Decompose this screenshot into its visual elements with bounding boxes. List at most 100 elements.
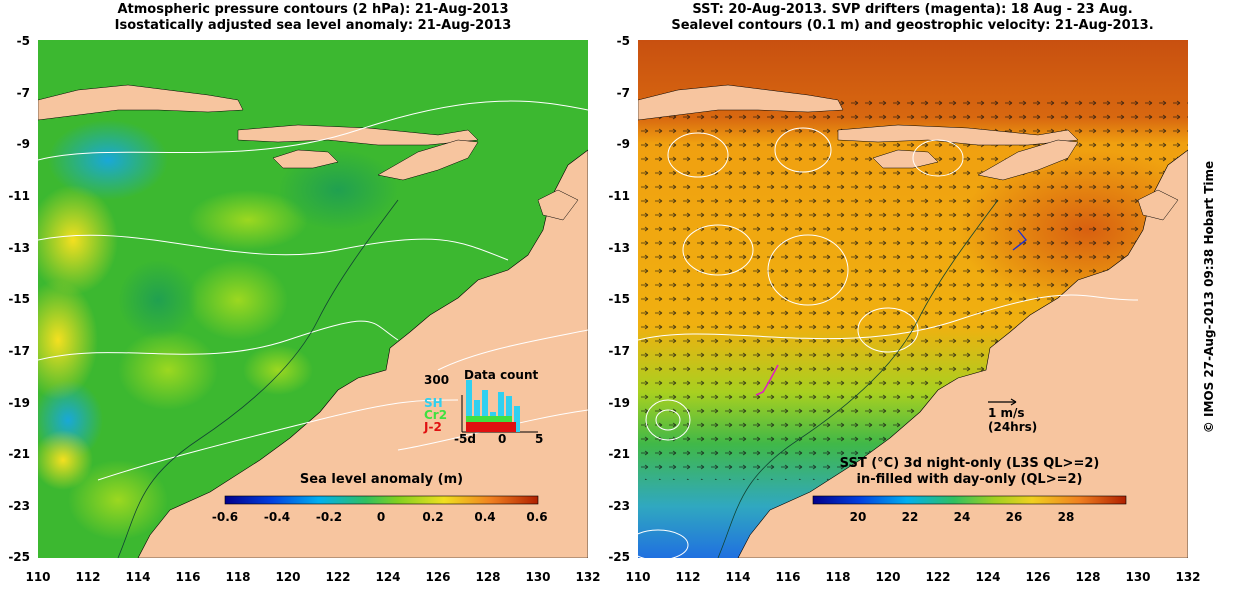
sla-high-blob — [188, 260, 288, 340]
x-tick: 114 — [725, 570, 751, 584]
x-tick: 132 — [575, 570, 601, 584]
x-tick: 132 — [1175, 570, 1201, 584]
left-title-line2: Isostatically adjusted sea level anomaly… — [114, 18, 512, 33]
count-bar — [514, 406, 520, 432]
y-tick: -19 — [608, 396, 630, 410]
count-bar — [498, 392, 504, 432]
svp-drifter-track — [755, 364, 779, 396]
sealevel-contour — [645, 399, 691, 441]
sla-map-svg — [38, 40, 588, 558]
australia-land — [737, 149, 1188, 558]
x-tick: 116 — [175, 570, 201, 584]
shelf-contour — [117, 199, 399, 558]
sla-high-blob — [38, 185, 118, 295]
sla-high-blob — [68, 460, 168, 540]
sla-colorbar-tick: 0 — [376, 510, 386, 524]
sealevel-contour — [774, 127, 832, 173]
x-tick: 124 — [375, 570, 401, 584]
pressure-contour — [38, 100, 588, 161]
x-tick: 112 — [75, 570, 101, 584]
australia-land — [137, 149, 588, 558]
data-count-sat-sh: SH — [424, 396, 443, 410]
sst-colorbar-title-line1: SST (°C) 3d night-only (L3S QL>=2) — [839, 456, 1100, 471]
data-count-xtick: -5d — [454, 432, 476, 446]
sst-map: 1 m/s (24hrs) SST (°C) 3d night-only (L3… — [638, 40, 1188, 558]
count-bar — [482, 390, 488, 432]
sealevel-contour — [655, 409, 681, 431]
sst-colorbar-tick: 26 — [1005, 510, 1023, 524]
y-tick: -17 — [608, 344, 630, 358]
timor-island — [977, 139, 1079, 181]
pressure-contour — [97, 399, 459, 481]
y-tick: -15 — [608, 292, 630, 306]
y-tick: -21 — [608, 447, 630, 461]
y-tick: -11 — [8, 189, 30, 203]
y-tick: -15 — [8, 292, 30, 306]
sla-high-blob — [38, 280, 98, 400]
shelf-contour — [717, 199, 999, 558]
sst-colorbar-title: SST (°C) 3d night-only (L3S QL>=2) in-fi… — [778, 456, 1161, 488]
y-tick: -9 — [16, 137, 30, 151]
sumba-island — [872, 149, 939, 169]
x-tick: 130 — [525, 570, 551, 584]
sst-colorbar-tick: 22 — [901, 510, 919, 524]
sla-high-blob — [118, 330, 218, 410]
java-island — [638, 84, 844, 121]
sst-colorbar-tick: 20 — [849, 510, 867, 524]
sst-colorbar-title-line2: in-filled with day-only (QL>=2) — [856, 472, 1083, 487]
sst-colorbar-tick: 24 — [953, 510, 971, 524]
x-tick: 110 — [625, 570, 651, 584]
sst-map-svg — [638, 40, 1188, 558]
melville-island — [537, 189, 579, 221]
count-bar-cr2 — [466, 416, 512, 424]
svp-drifter-track — [1012, 229, 1027, 251]
y-tick: -23 — [608, 499, 630, 513]
x-tick: 118 — [225, 570, 251, 584]
sealevel-contour — [638, 294, 1139, 341]
y-tick: -9 — [616, 137, 630, 151]
data-count-title: Data count — [464, 368, 539, 382]
data-count-xtick: 0 — [498, 432, 507, 446]
sla-colorbar — [224, 495, 539, 505]
x-tick: 120 — [275, 570, 301, 584]
sst-colorbar-tick: 28 — [1057, 510, 1075, 524]
x-tick: 122 — [925, 570, 951, 584]
melville-island — [1137, 189, 1179, 221]
sealevel-contour — [857, 307, 919, 353]
sla-high-blob — [243, 345, 313, 395]
x-tick: 114 — [125, 570, 151, 584]
sea-level-anomaly-map: Data count 300 SH Cr2 J-2 -5d 0 5 Sea le… — [38, 40, 588, 558]
reference-vector-head — [1010, 398, 1017, 406]
sla-colorbar-tick: -0.6 — [211, 510, 239, 524]
y-tick: -7 — [16, 86, 30, 100]
sla-colorbar-tick: 0.4 — [474, 510, 496, 524]
x-tick: 126 — [425, 570, 451, 584]
data-count-sat-j2: J-2 — [424, 420, 442, 434]
nusa-tenggara-islands — [237, 124, 479, 146]
x-tick: 116 — [775, 570, 801, 584]
sst-colorbar — [812, 495, 1127, 505]
right-title-line1: SST: 20-Aug-2013. SVP drifters (magenta)… — [692, 2, 1133, 17]
sealevel-contour — [767, 234, 849, 306]
sealevel-contour — [912, 139, 964, 177]
y-tick: -17 — [8, 344, 30, 358]
sla-colorbar-title: Sea level anomaly (m) — [299, 472, 464, 487]
sealevel-contour — [667, 132, 729, 178]
pressure-contour — [437, 329, 588, 371]
sumba-island — [272, 149, 339, 169]
sealevel-contour — [638, 529, 689, 558]
x-tick: 128 — [1075, 570, 1101, 584]
x-tick: 124 — [975, 570, 1001, 584]
data-count-inset — [461, 380, 538, 433]
left-title: Atmospheric pressure contours (2 hPa): 2… — [38, 2, 588, 34]
data-count-xtick: 5 — [535, 432, 544, 446]
y-tick: -13 — [8, 241, 30, 255]
x-tick: 128 — [475, 570, 501, 584]
sla-low-blob — [48, 120, 168, 200]
sla-mid-blob — [278, 150, 398, 230]
right-title: SST: 20-Aug-2013. SVP drifters (magenta)… — [600, 2, 1225, 34]
sla-high-blob — [188, 190, 308, 250]
sla-colorbar-tick: -0.2 — [315, 510, 343, 524]
pressure-contour — [38, 320, 399, 361]
y-tick: -21 — [8, 447, 30, 461]
